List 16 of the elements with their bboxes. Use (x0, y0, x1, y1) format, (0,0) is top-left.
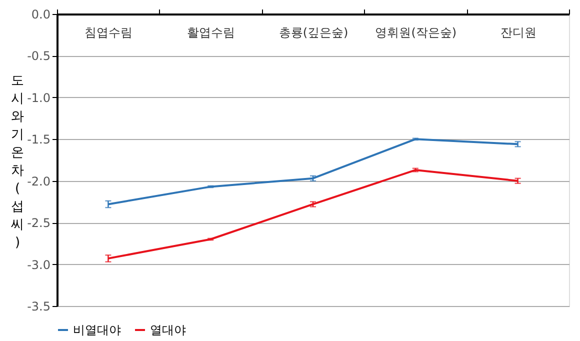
y-tick-label: -1.0 (27, 90, 50, 105)
x-tick-label: 총룡(깊은숲) (278, 26, 348, 40)
x-tick-label: 침엽수림 (84, 26, 133, 40)
y-tick-label: -1.5 (27, 132, 50, 147)
x-tick-label: 영휘원(작은숲) (375, 26, 457, 40)
y-tick-label: -3.5 (27, 300, 50, 314)
text: 도시와 기온차(섭씨) (11, 74, 24, 250)
y-tick-label: -0.5 (27, 49, 50, 64)
y-tick-label: -2.5 (27, 216, 50, 230)
x-tick-label: 활엽수림 (187, 26, 236, 40)
legend-label: 열대야 (150, 323, 186, 337)
x-tick-label: 잔디원 (500, 26, 536, 40)
legend-label: 비열대야 (73, 323, 121, 337)
y-tick-label: 0.0 (31, 8, 50, 22)
y-tick-label: -3.0 (27, 258, 50, 272)
y-tick-label: -2.0 (27, 174, 50, 188)
